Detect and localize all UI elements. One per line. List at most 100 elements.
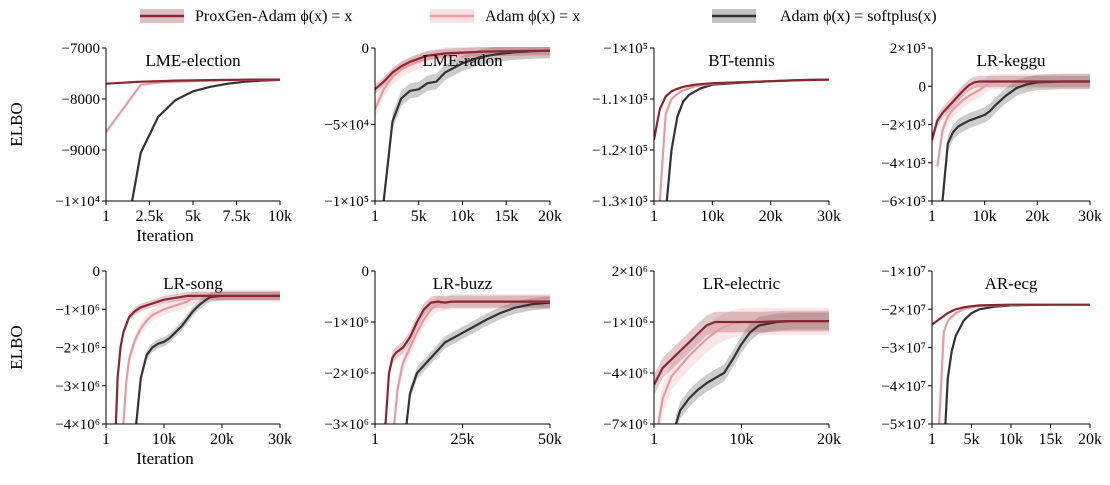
y-tick-label: −1×10⁴ <box>55 194 100 210</box>
panel-lr-buzz: 1 25k 50k −3×10⁶ −2×10⁶ −1×10⁶ 0 LR-buzz <box>324 264 562 448</box>
proxgen-line <box>932 303 1090 326</box>
y-tick-label: −1×10⁵ <box>603 41 648 57</box>
x-tick-label: 1 <box>102 431 110 448</box>
x-tick-label: 5k <box>963 431 979 448</box>
panel-title: LR-buzz <box>433 274 493 293</box>
x-tick-label: 15k <box>1038 431 1062 448</box>
softplus-line <box>665 78 830 201</box>
panel-title: LME-election <box>145 51 241 70</box>
proxgen-band <box>385 295 550 424</box>
legend-label: ProxGen-Adam ϕ(x) = x <box>195 8 352 25</box>
x-tick-label: 25k <box>450 431 474 448</box>
legend-label: Adam ϕ(x) = softplus(x) <box>780 8 937 25</box>
y-tick-label: 0 <box>93 264 101 280</box>
y-tick-label: −4×10⁶ <box>55 417 100 433</box>
proxgen-band <box>654 310 829 396</box>
x-tick-label: 30k <box>817 208 841 225</box>
x-axis-label: Iteration <box>136 449 194 468</box>
y-tick-label: −1.2×10⁵ <box>592 143 648 159</box>
x-tick-label: 10k <box>973 208 997 225</box>
softplus-line <box>382 49 551 201</box>
x-tick-label: 1 <box>371 431 379 448</box>
y-axis-label: ELBO <box>7 102 26 146</box>
x-tick-label: 7.5k <box>222 208 250 225</box>
x-tick-label: 10k <box>152 431 176 448</box>
x-tick-label: 20k <box>1025 208 1049 225</box>
y-tick-label: −1×10⁶ <box>55 302 100 318</box>
panel-lr-song: 1 10k 20k 30k −4×10⁶ −3×10⁶ −2×10⁶ −1×10⁶ 0 LR-so… <box>7 264 292 468</box>
y-tick-label: −4×10⁶ <box>603 366 648 382</box>
y-tick-label: −3×10⁶ <box>55 379 100 395</box>
y-tick-label: −1.3×10⁵ <box>592 194 648 210</box>
y-tick-label: 2×10⁵ <box>890 41 926 57</box>
panel-lr-electric: 1 10k 20k −7×10⁶ −4×10⁶ −1×10⁶ 2×10⁶ LR-electri… <box>603 264 841 448</box>
x-tick-label: 1 <box>371 208 379 225</box>
softplus-band <box>942 73 1090 201</box>
plot-area <box>106 78 281 201</box>
legend: ProxGen-Adam ϕ(x) = x Adam ϕ(x) = x Adam ϕ… <box>140 8 937 25</box>
x-tick-label: 20k <box>759 208 783 225</box>
panel-ar-ecg: 1 5k 10k 15k 20k−5×10⁷−4×10⁷−3×10⁷−2×10⁷−1×1… <box>881 264 1102 448</box>
x-tick-label: 30k <box>268 431 292 448</box>
proxgen-line <box>375 49 551 91</box>
legend-entry: Adam ϕ(x) = x <box>430 8 580 25</box>
x-tick-label: 20k <box>1078 431 1102 448</box>
y-tick-label: −2×10⁶ <box>55 341 100 357</box>
plot-area <box>932 73 1090 201</box>
panel-bt-tennis: 1 10k 20k 30k −1.3×10⁵ −1.2×10⁵ −1.1×10⁵ −1×10⁵… <box>592 41 841 225</box>
panel-title: LR-song <box>163 274 223 293</box>
x-tick-label: 5k <box>185 208 201 225</box>
y-tick-label: −1×10⁵ <box>324 194 369 210</box>
x-tick-label: 50k <box>538 431 562 448</box>
x-tick-label: 15k <box>494 208 518 225</box>
legend-label: Adam ϕ(x) = x <box>485 8 580 25</box>
x-tick-label: 2.5k <box>135 208 163 225</box>
y-tick-label: 0 <box>919 79 927 95</box>
y-axis-label: ELBO <box>7 325 26 369</box>
x-tick-label: 10k <box>729 431 753 448</box>
y-tick-label: −3×10⁶ <box>324 417 369 433</box>
y-tick-label: −4×10⁷ <box>881 379 926 395</box>
x-tick-label: 5k <box>411 208 427 225</box>
panel-title: LME-radon <box>422 51 503 70</box>
x-tick-label: 10k <box>450 208 474 225</box>
x-tick-label: 1 <box>650 208 658 225</box>
softplus-band <box>406 296 550 424</box>
panel-lme-election: 1 2.5k 5k 7.5k 10k −1×10⁴ −9000 −8000 −7000 LME-e… <box>7 41 292 245</box>
y-tick-label: −1×10⁶ <box>603 315 648 331</box>
x-tick-label: 1 <box>928 431 936 448</box>
softplus-line <box>131 78 281 201</box>
y-tick-label: −3×10⁷ <box>881 341 926 357</box>
proxgen-line <box>106 78 280 85</box>
proxgen-line <box>654 78 830 141</box>
panel-title: AR-ecg <box>985 274 1038 293</box>
x-tick-label: 10k <box>268 208 292 225</box>
x-tick-label: 20k <box>210 431 234 448</box>
x-tick-label: 30k <box>1078 208 1102 225</box>
y-tick-label: −6×10⁵ <box>881 194 926 210</box>
y-tick-label: −9000 <box>62 143 100 159</box>
y-tick-label: −2×10⁷ <box>881 302 926 318</box>
softplus-line <box>405 301 551 424</box>
plot-area <box>375 47 551 201</box>
x-tick-label: 1 <box>102 208 110 225</box>
proxgen-line <box>932 80 1090 141</box>
x-tick-label: 1 <box>928 208 936 225</box>
proxgen-line <box>384 300 550 424</box>
plot-area <box>654 307 829 424</box>
adam-band <box>658 307 829 424</box>
softplus-line <box>941 80 1090 201</box>
x-axis-label: Iteration <box>136 226 194 245</box>
x-tick-label: 20k <box>538 208 562 225</box>
y-tick-label: −1.1×10⁵ <box>592 92 648 108</box>
x-tick-label: 1 <box>650 431 658 448</box>
plot-area <box>114 290 280 424</box>
y-tick-label: −2×10⁶ <box>324 366 369 382</box>
proxgen-line <box>654 320 829 386</box>
y-tick-label: −8000 <box>62 92 100 108</box>
y-tick-label: −1×10⁶ <box>324 315 369 331</box>
x-tick-label: 10k <box>999 431 1023 448</box>
softplus-line <box>944 303 1090 424</box>
